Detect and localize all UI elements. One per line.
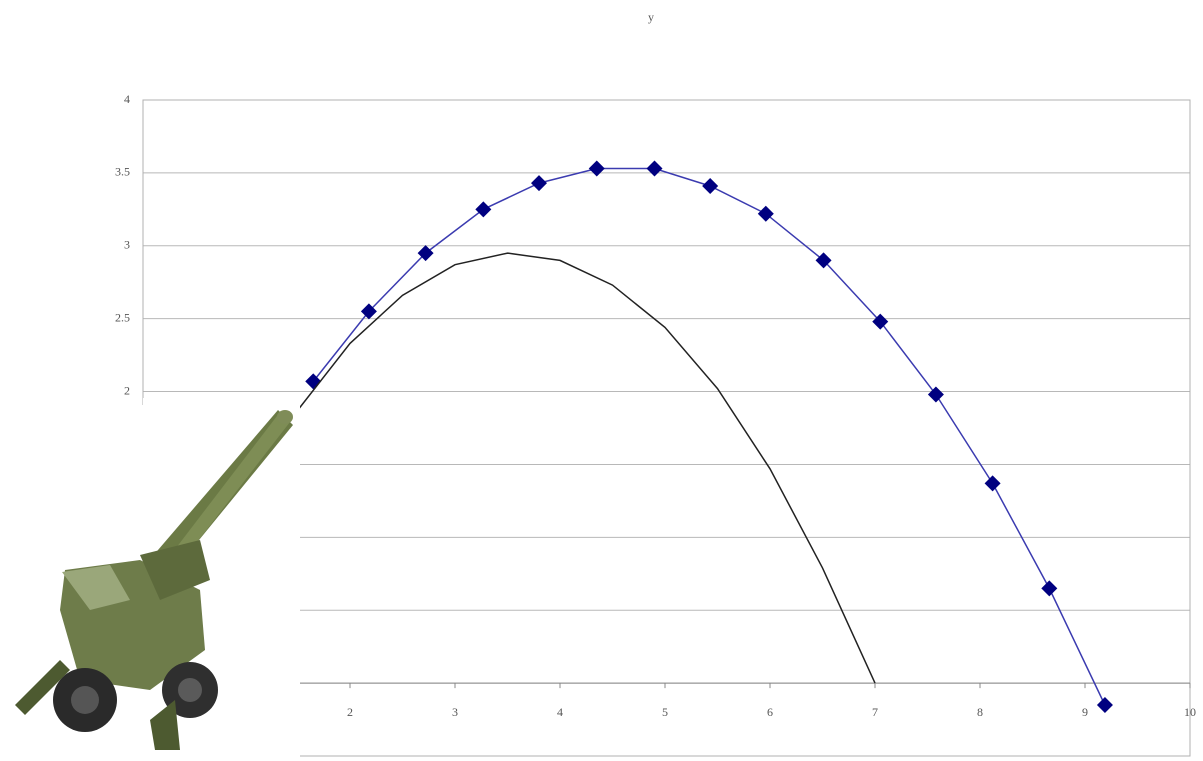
x-tick-label: 5 [662, 705, 668, 719]
x-tick-label: 4 [557, 705, 563, 719]
x-tick-label: 7 [872, 705, 878, 719]
x-tick-label: 9 [1082, 705, 1088, 719]
x-tick-label: 2 [347, 705, 353, 719]
y-tick-label: 3 [124, 238, 130, 252]
chart: y 00.511.522.533.542345678910 [0, 0, 1203, 761]
y-tick-label: 3.5 [115, 165, 130, 179]
x-tick-label: 10 [1184, 705, 1196, 719]
x-tick-label: 6 [767, 705, 773, 719]
cannon-illustration [0, 398, 300, 761]
y-tick-label: 4 [124, 92, 130, 106]
chart-title: y [648, 10, 654, 24]
x-tick-label: 8 [977, 705, 983, 719]
y-tick-label: 2 [124, 383, 130, 397]
y-tick-label: 2.5 [115, 310, 130, 324]
x-tick-label: 3 [452, 705, 458, 719]
